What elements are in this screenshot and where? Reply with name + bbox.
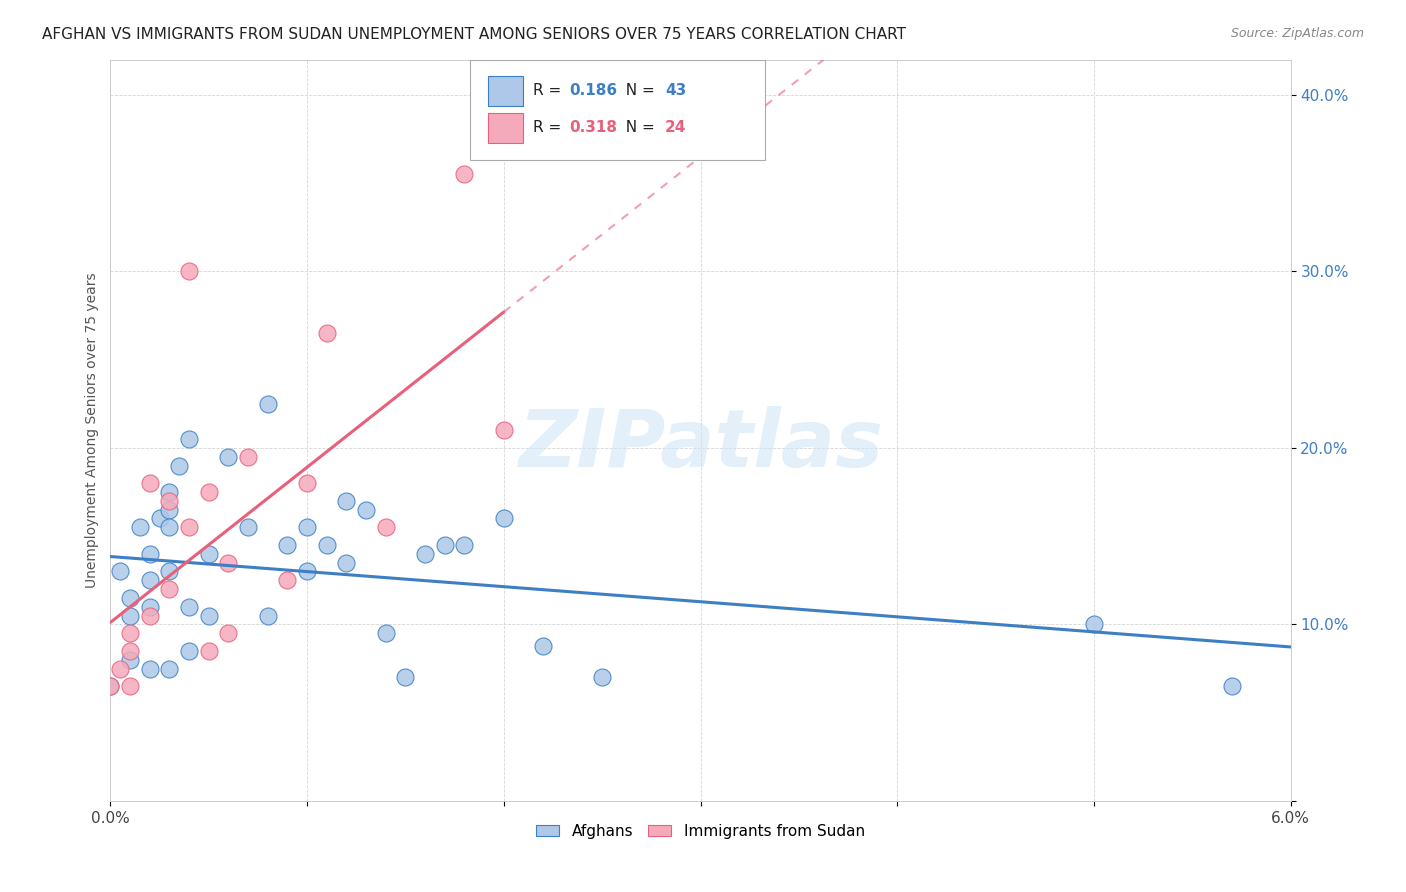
Point (354, 502, 377, 516)
Legend: Afghans, Immigrants from Sudan: Afghans, Immigrants from Sudan (530, 818, 870, 845)
Point (157, 582, 180, 596)
Text: N =: N = (616, 83, 659, 98)
Y-axis label: Unemployment Among Seniors over 75 years: Unemployment Among Seniors over 75 years (86, 272, 100, 588)
Point (110, 661, 132, 675)
Point (276, 538, 298, 552)
Text: N =: N = (616, 120, 659, 136)
Point (120, 626, 142, 640)
Point (100, 679, 122, 693)
Point (120, 653, 142, 667)
Point (217, 556, 239, 570)
Point (157, 485, 180, 500)
Point (217, 450, 239, 464)
Point (236, 450, 259, 464)
Point (149, 511, 172, 525)
Text: AFGHAN VS IMMIGRANTS FROM SUDAN UNEMPLOYMENT AMONG SENIORS OVER 75 YEARS CORRELA: AFGHAN VS IMMIGRANTS FROM SUDAN UNEMPLOY… (42, 27, 907, 42)
Point (374, 626, 396, 640)
Text: 43: 43 (665, 83, 686, 98)
Point (295, 565, 318, 579)
FancyBboxPatch shape (488, 113, 523, 143)
Point (177, 264, 200, 278)
Text: 0.186: 0.186 (569, 83, 617, 98)
Point (492, 511, 515, 525)
Point (139, 599, 162, 614)
Point (177, 520, 200, 534)
Point (394, 670, 416, 684)
Point (197, 547, 219, 561)
Point (413, 547, 436, 561)
Point (129, 520, 152, 534)
Text: ZIPatlas: ZIPatlas (517, 406, 883, 484)
Point (157, 502, 180, 516)
Point (591, 670, 613, 684)
Point (120, 591, 142, 605)
Point (433, 538, 456, 552)
Point (1083, 617, 1105, 632)
Point (1220, 679, 1243, 693)
Point (295, 520, 318, 534)
Point (157, 565, 180, 579)
Point (197, 644, 219, 658)
Point (139, 476, 162, 491)
FancyBboxPatch shape (471, 60, 765, 160)
Point (139, 608, 162, 623)
Point (139, 661, 162, 675)
Point (315, 538, 337, 552)
Point (157, 520, 180, 534)
Point (157, 661, 180, 675)
Point (177, 432, 200, 446)
Point (256, 608, 278, 623)
Point (120, 644, 142, 658)
Text: 0.318: 0.318 (569, 120, 617, 136)
Point (335, 556, 357, 570)
Point (295, 476, 318, 491)
Point (197, 485, 219, 500)
Point (197, 608, 219, 623)
Point (315, 326, 337, 341)
Point (177, 599, 200, 614)
Point (492, 423, 515, 437)
Point (120, 608, 142, 623)
Point (335, 493, 357, 508)
Point (217, 626, 239, 640)
Point (453, 167, 475, 181)
Point (236, 520, 259, 534)
Point (374, 520, 396, 534)
Point (157, 493, 180, 508)
FancyBboxPatch shape (488, 76, 523, 105)
Point (100, 679, 122, 693)
Point (167, 458, 190, 473)
Text: R =: R = (533, 120, 567, 136)
Point (120, 679, 142, 693)
Text: R =: R = (533, 83, 567, 98)
Point (531, 639, 554, 653)
Point (276, 574, 298, 588)
Text: 24: 24 (665, 120, 686, 136)
Point (453, 538, 475, 552)
Point (256, 397, 278, 411)
Point (139, 547, 162, 561)
Text: Source: ZipAtlas.com: Source: ZipAtlas.com (1230, 27, 1364, 40)
Point (110, 565, 132, 579)
Point (177, 644, 200, 658)
Point (139, 574, 162, 588)
